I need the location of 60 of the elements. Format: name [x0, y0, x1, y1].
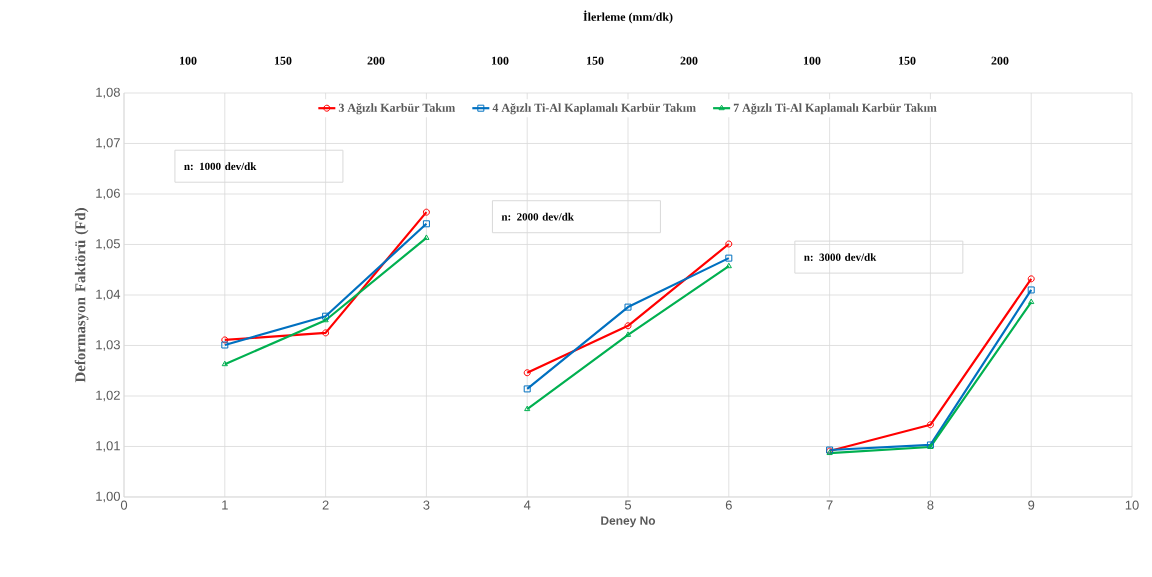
chart-title: İlerleme (mm/dk)	[583, 10, 673, 24]
y-tick-label: 1,06	[96, 188, 120, 200]
y-tick-label: 1,04	[96, 289, 121, 301]
x-tick-label: 6	[725, 500, 732, 510]
point	[725, 240, 733, 248]
point	[322, 316, 329, 323]
y-tick-label: 1,01	[96, 441, 120, 452]
x-tick-label: 0	[120, 500, 128, 510]
point	[1027, 286, 1035, 294]
y-tick-label: 1,08	[96, 87, 120, 99]
y-tick-label: 1,05	[96, 239, 120, 250]
legend-label: 4 Ağızlı Ti-Al Kaplamalı Karbür Takım	[492, 103, 696, 115]
y-tick-label: 1,02	[96, 390, 120, 402]
text: 150	[899, 56, 916, 65]
y-tick-label: 1,00	[96, 491, 120, 503]
x-tick-label: 10	[1125, 500, 1139, 510]
point	[221, 341, 229, 349]
x-tick-label: 9	[1028, 500, 1035, 510]
legend-label: 3 Ağızlı Karbür Takım	[338, 103, 456, 115]
point	[725, 262, 732, 269]
point	[322, 329, 330, 337]
annotation: n: 2000 dev/dk	[501, 212, 574, 221]
point	[624, 322, 632, 330]
point	[423, 234, 430, 240]
point	[523, 385, 531, 393]
x-tick-label: 8	[927, 500, 934, 510]
x-tick-label: 1	[222, 500, 228, 510]
point	[624, 331, 632, 337]
point	[624, 303, 632, 311]
point	[422, 208, 430, 216]
point	[221, 336, 229, 344]
y-axis-title: Deformasyon Faktörü (Fd)	[74, 208, 89, 383]
point	[422, 220, 430, 228]
point	[1028, 298, 1035, 305]
text: 100	[803, 56, 821, 65]
x-tick-label: 5	[624, 500, 632, 510]
annotation: n: 1000 dev/dk	[184, 162, 257, 171]
legend-label: 7 Ağızlı Ti-Al Kaplamalı Karbür Takım	[733, 103, 937, 115]
text: 200	[991, 56, 1009, 65]
text: 150	[274, 56, 292, 65]
x-tick-label: 3	[423, 500, 430, 510]
point	[322, 312, 330, 320]
point	[926, 421, 934, 429]
point	[221, 360, 228, 367]
text: 200	[367, 56, 385, 65]
annotation: n: 3000 dev/dk	[804, 253, 877, 261]
point	[1027, 275, 1035, 283]
point	[725, 254, 733, 262]
x-tick-label: 4	[523, 500, 531, 510]
text: 100	[491, 56, 509, 65]
point	[523, 369, 531, 377]
y-tick-label: 1,07	[96, 138, 120, 149]
y-tick-label: 1,03	[96, 340, 120, 351]
text: 150	[587, 56, 604, 65]
text: 100	[180, 56, 197, 65]
point	[524, 405, 531, 412]
text: 200	[680, 56, 698, 65]
x-axis-title: Deney No	[601, 516, 656, 528]
x-tick-label: 2	[322, 500, 329, 510]
x-tick-label: 7	[826, 500, 833, 510]
